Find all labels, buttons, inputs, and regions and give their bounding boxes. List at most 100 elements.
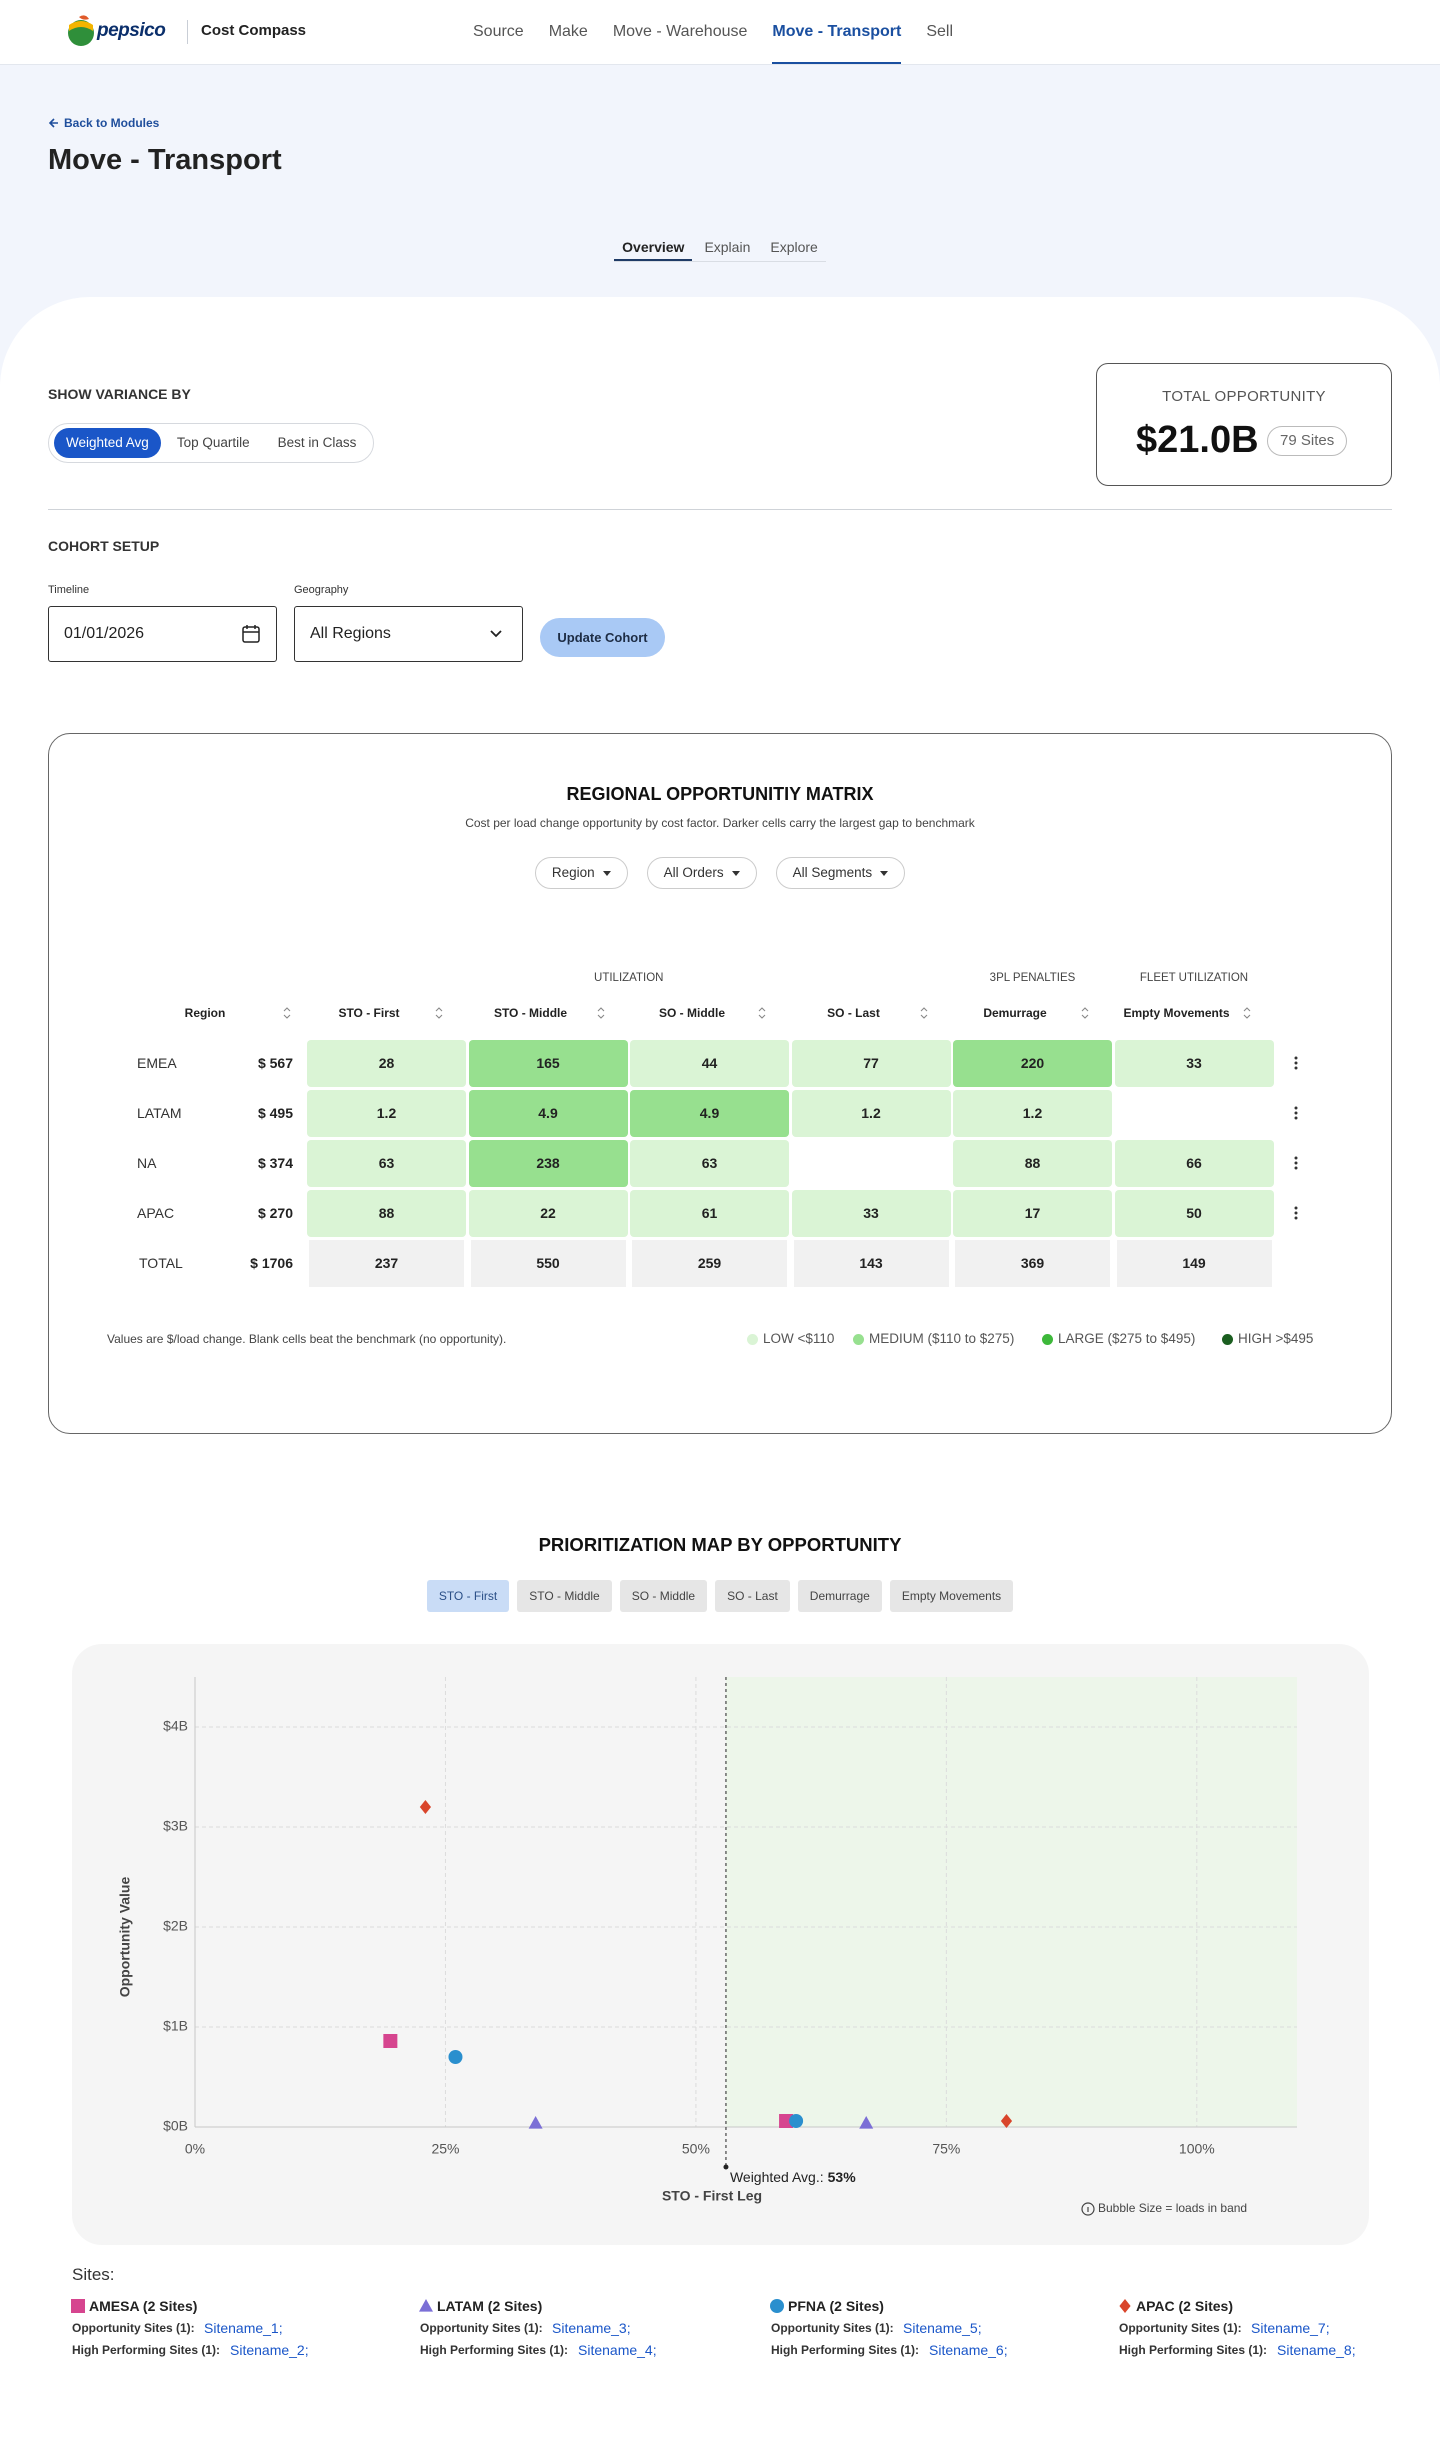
matrix-filter-label: All Segments xyxy=(792,865,873,880)
cell-value: 44 xyxy=(701,1055,718,1071)
caret xyxy=(731,870,740,876)
cell-value: 165 xyxy=(536,1055,560,1071)
matrix-filter[interactable]: All Segments xyxy=(775,857,906,889)
chart-filter[interactable]: STO - Middle xyxy=(517,1580,612,1612)
column-header[interactable]: STO - First xyxy=(338,1006,400,1020)
opportunity-site[interactable]: Sitename_5; xyxy=(903,2320,982,2336)
matrix-subtitle: Cost per load change opportunity by cost… xyxy=(465,816,975,830)
column-header[interactable]: SO - Last xyxy=(827,1006,880,1020)
nav: Source Make Move - Warehouse Move - Transpo… xyxy=(473,0,953,64)
cell-value: 220 xyxy=(1020,1055,1045,1071)
total-cell: 149 xyxy=(1116,1239,1272,1287)
sort-arrows xyxy=(920,1007,927,1019)
x-tick-label: 50% xyxy=(682,2141,710,2157)
column-header[interactable]: Demurrage xyxy=(983,1006,1047,1020)
menu-dot xyxy=(1294,1066,1298,1070)
cell-value: 22 xyxy=(540,1205,556,1221)
variance-label: SHOW VARIANCE BY xyxy=(48,386,191,402)
high-site[interactable]: Sitename_4; xyxy=(578,2342,657,2358)
site-group-title: PFNA (2 Sites) xyxy=(788,2298,884,2314)
nav-link[interactable]: Move - Transport xyxy=(772,0,902,64)
chevron xyxy=(490,630,502,638)
variance-option[interactable]: Top Quartile xyxy=(176,435,250,450)
legend-dot xyxy=(853,1334,864,1345)
header-bar xyxy=(0,0,1440,65)
matrix-cell: 44 xyxy=(630,1039,789,1087)
high-label: High Performing Sites (1): xyxy=(72,2343,221,2357)
y-tick-label: $2B xyxy=(163,1918,188,1934)
high-site[interactable]: Sitename_2; xyxy=(230,2342,309,2358)
column-header[interactable]: SO - Middle xyxy=(659,1006,725,1020)
group-header: FLEET UTILIZATION xyxy=(1139,972,1249,984)
caret-shape xyxy=(602,870,611,876)
opportunity-site[interactable]: Sitename_3; xyxy=(552,2320,631,2336)
marker xyxy=(1119,2299,1131,2313)
region-name: APAC xyxy=(137,1205,175,1221)
total-cell: 143 xyxy=(793,1239,949,1287)
chart-filter[interactable]: STO - First xyxy=(426,1580,510,1612)
info-icon xyxy=(1081,2202,1095,2216)
opportunity-label: Opportunity Sites (1): xyxy=(771,2321,894,2335)
nav-link[interactable]: Sell xyxy=(926,23,953,40)
page-title: Move - Transport xyxy=(48,144,282,176)
chart-filter[interactable]: Empty Movements xyxy=(889,1580,1014,1612)
legend-label: MEDIUM ($110 to $275) xyxy=(869,1331,1015,1346)
nav-link[interactable]: Make xyxy=(548,23,588,40)
tab[interactable]: Overview xyxy=(614,233,693,261)
update-button[interactable]: Update Cohort xyxy=(540,618,665,657)
logo-text: pepsico xyxy=(97,20,166,41)
matrix-cell: 28 xyxy=(307,1039,466,1087)
marker xyxy=(383,2034,398,2048)
column-header[interactable]: Empty Movements xyxy=(1123,1006,1230,1020)
cell-value: 88 xyxy=(378,1205,395,1221)
legend-label: HIGH >$495 xyxy=(1238,1331,1314,1346)
sort-arrows xyxy=(1243,1007,1250,1019)
opportunity-label: Opportunity Sites (1): xyxy=(72,2321,195,2335)
nav-link[interactable]: Move - Warehouse xyxy=(612,23,748,40)
variance-option[interactable]: Weighted Avg xyxy=(54,428,161,458)
back-link[interactable]: Back to Modules xyxy=(64,116,160,130)
opportunity-site[interactable]: Sitename_1; xyxy=(204,2320,283,2336)
cell-value: 4.9 xyxy=(538,1105,558,1121)
matrix-filter[interactable]: Region xyxy=(534,857,628,889)
opportunity-label: Opportunity Sites (1): xyxy=(420,2321,543,2335)
y-tick-label: $1B xyxy=(163,2018,188,2034)
total-row-value: $ 1706 xyxy=(250,1255,293,1271)
column-header[interactable]: STO - Middle xyxy=(493,1006,568,1020)
geography-select[interactable]: All Regions xyxy=(294,606,523,662)
total-cell: 237 xyxy=(309,1239,464,1287)
menu-dot xyxy=(1294,1061,1298,1065)
sort-icon xyxy=(1243,1007,1250,1019)
sort-icon xyxy=(435,1007,443,1019)
high-site[interactable]: Sitename_8; xyxy=(1277,2342,1356,2358)
tab[interactable]: Explain xyxy=(704,238,751,255)
opportunity-label: Opportunity Sites (1): xyxy=(1119,2321,1242,2335)
y-tick-label: $4B xyxy=(163,1718,188,1734)
variance-option[interactable]: Best in Class xyxy=(277,435,357,450)
matrix-filter[interactable]: All Orders xyxy=(646,857,757,889)
site-marker xyxy=(1119,2299,1131,2313)
cell-value: 238 xyxy=(536,1155,560,1171)
matrix-cell: 4.9 xyxy=(630,1089,789,1137)
opportunity-site[interactable]: Sitename_7; xyxy=(1251,2320,1330,2336)
cell-value: 1.2 xyxy=(1022,1105,1043,1121)
matrix-cell: 238 xyxy=(468,1139,628,1187)
logo-wave xyxy=(69,21,93,31)
chart-filter[interactable]: SO - Last xyxy=(715,1580,790,1612)
prioritization-filters: STO - First STO - Middle SO - Middle SO - L… xyxy=(0,1580,1440,1612)
tab[interactable]: Explore xyxy=(770,238,818,255)
high-site[interactable]: Sitename_6; xyxy=(929,2342,1008,2358)
sort-icon xyxy=(1081,1007,1089,1019)
chart-filter[interactable]: SO - Middle xyxy=(619,1580,708,1612)
y-tick-label: $0B xyxy=(163,2118,188,2134)
chart-filter[interactable]: Demurrage xyxy=(797,1580,882,1612)
calendar-body xyxy=(242,626,260,643)
total-cell: 369 xyxy=(955,1239,1110,1287)
total-value: $21.0B xyxy=(1136,419,1259,461)
timeline-input[interactable]: 01/01/2026 xyxy=(48,606,277,662)
nav-link[interactable]: Source xyxy=(473,23,524,40)
reference-value: 53% xyxy=(828,2169,857,2185)
matrix-cell: 22 xyxy=(468,1189,628,1237)
chart-note: Bubble Size = loads in band xyxy=(1098,2201,1247,2215)
high-label: High Performing Sites (1): xyxy=(1119,2343,1268,2357)
